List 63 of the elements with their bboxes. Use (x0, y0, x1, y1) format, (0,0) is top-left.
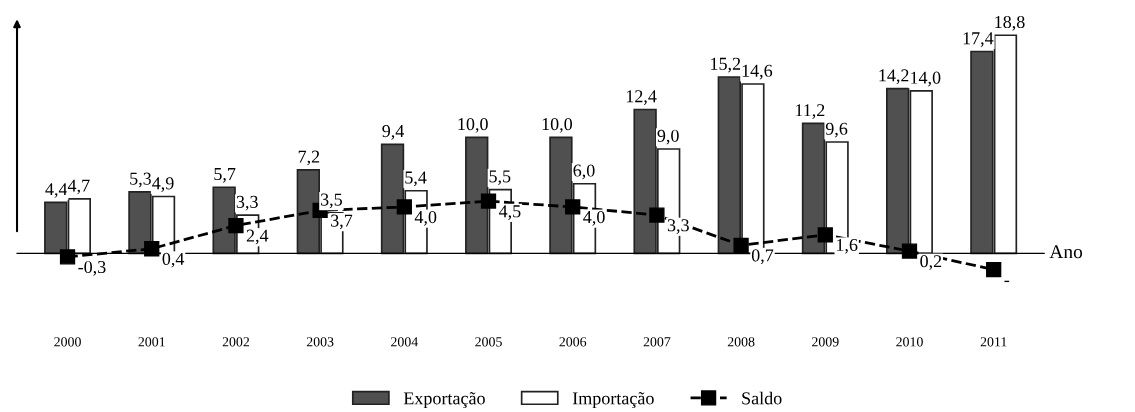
data-label: 10,0 (542, 118, 573, 133)
x-tick-label: 2006 (559, 337, 587, 347)
point (144, 241, 160, 257)
data-label: 7,2 (298, 150, 320, 166)
data-label: 4,0 (583, 210, 605, 226)
x-tick-label: 2003 (306, 337, 334, 347)
data-label: 0,2 (920, 255, 942, 270)
x-tick-label: 2001 (138, 337, 165, 347)
x-tick-label: 2002 (222, 337, 250, 347)
data-label: 5,7 (214, 168, 236, 183)
point (901, 243, 918, 259)
data-label: -0,3 (78, 260, 106, 276)
data-label: 10,0 (458, 118, 488, 133)
data-label: 4,0 (414, 210, 437, 226)
data-label: 4,5 (498, 205, 521, 220)
x-tick-label: 2010 (896, 337, 923, 347)
data-label: 14,2 (879, 69, 909, 85)
point (396, 199, 412, 215)
data-label: 14,0 (911, 71, 941, 87)
x-tick-label: 2009 (812, 337, 839, 347)
legend-label: Exportação (403, 392, 485, 409)
data-label: 5,4 (405, 171, 427, 187)
x-tick-label: 2008 (727, 337, 755, 347)
data-label: 3,3 (667, 219, 689, 234)
legend-label: Importação (572, 392, 654, 409)
data-label: 11,2 (795, 104, 825, 119)
data-label: 17,4 (963, 32, 994, 47)
data-label: 2,4 (246, 229, 269, 245)
data-label: 4,4 (45, 183, 68, 198)
point (228, 217, 244, 234)
data-label: 15,2 (711, 57, 741, 73)
x-tick-label: 2005 (475, 337, 502, 347)
data-label: 3,7 (331, 214, 353, 230)
data-label: 5,3 (130, 172, 152, 188)
x-tick-label: 2011 (980, 337, 1007, 347)
point (986, 262, 1002, 278)
x-tick-label: 2004 (391, 337, 418, 347)
point (733, 237, 749, 253)
data-label: 14,6 (742, 64, 773, 80)
point (649, 207, 665, 223)
data-label: 6,0 (573, 164, 595, 180)
data-label: 4,9 (152, 177, 174, 192)
data-label: 12,4 (626, 90, 657, 105)
data-label: 3,3 (236, 195, 258, 211)
data-label: 5,5 (489, 170, 511, 186)
data-label: 18,8 (995, 15, 1025, 31)
x-axis-title: Ano (1049, 245, 1083, 259)
data-label: 1,6 (836, 238, 858, 254)
data-label: 9,0 (657, 129, 679, 145)
point (480, 193, 497, 209)
data-label: 0,7 (751, 249, 774, 265)
data-label: 9,6 (825, 122, 848, 138)
data-label: - (1004, 280, 1010, 283)
point (817, 227, 833, 243)
point (565, 199, 581, 215)
x-tick-label: 2007 (643, 337, 671, 347)
point (59, 249, 76, 265)
data-label: 9,4 (382, 125, 405, 140)
data-label: 4,7 (67, 179, 90, 195)
legend-label: Saldo (742, 391, 782, 405)
x-tick-label: 2000 (54, 337, 81, 347)
data-label: 3,5 (320, 193, 342, 209)
data-label: 0,4 (162, 252, 185, 268)
